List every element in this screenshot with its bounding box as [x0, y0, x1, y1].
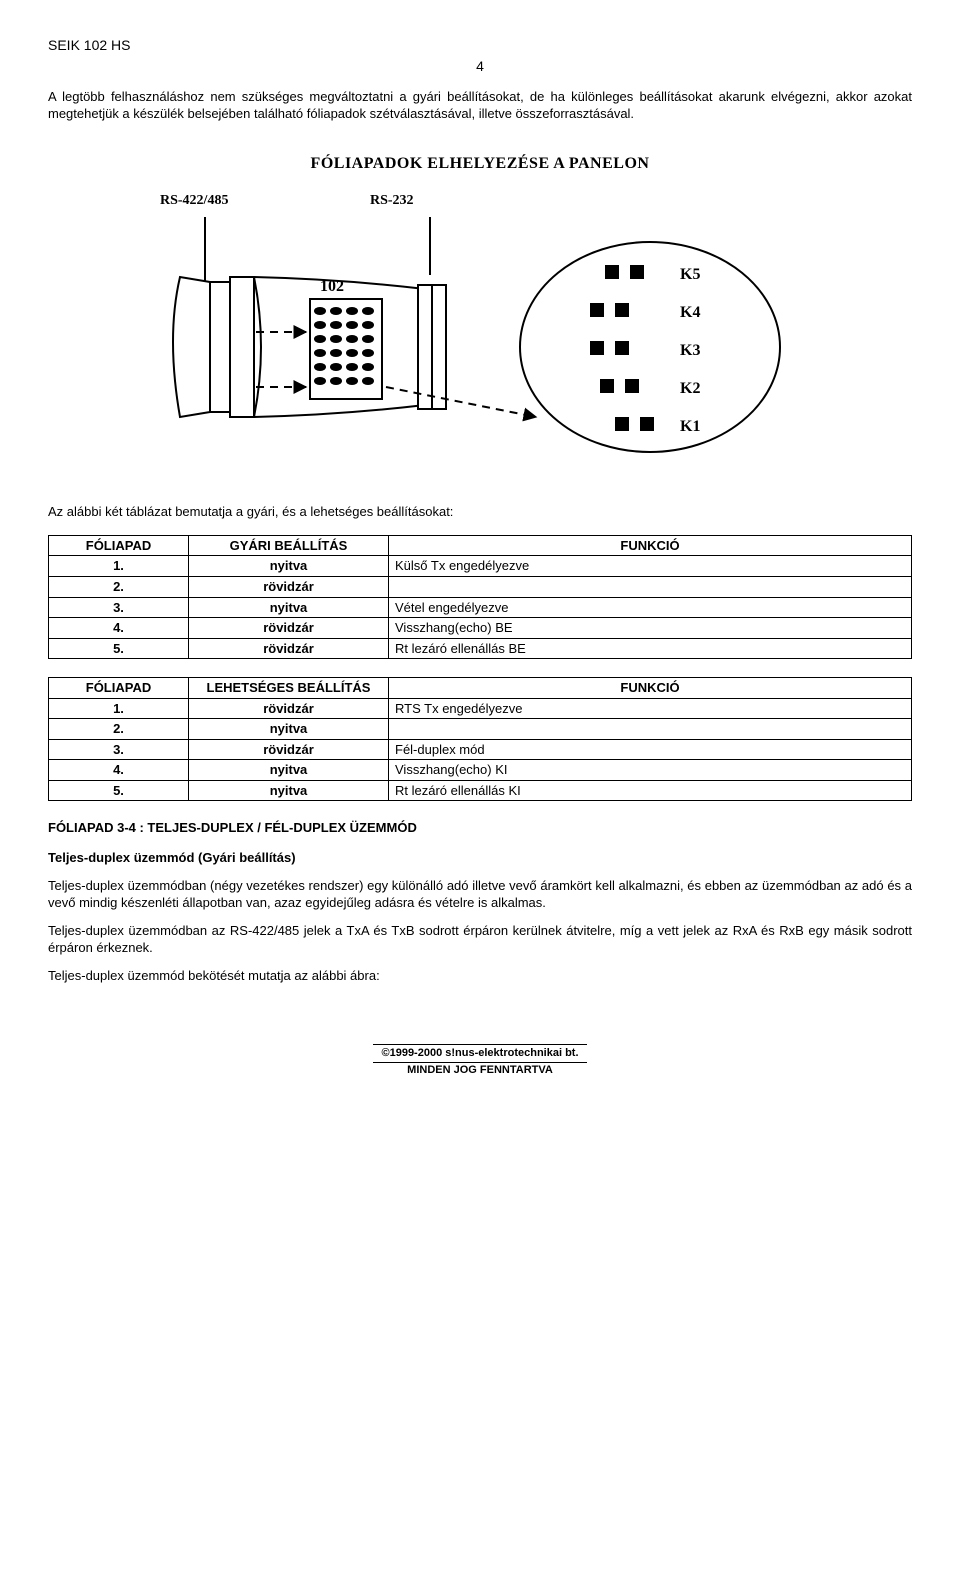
table-row: 1.nyitvaKülső Tx engedélyezve: [49, 556, 912, 577]
t2-h0: FÓLIAPAD: [49, 678, 189, 699]
mode-heading: FÓLIAPAD 3-4 : TELJES-DUPLEX / FÉL-DUPLE…: [48, 819, 912, 837]
table-row: 3.nyitvaVétel engedélyezve: [49, 597, 912, 618]
table-row: 2.nyitva: [49, 719, 912, 740]
svg-text:K3: K3: [680, 342, 700, 359]
table-row: 3.rövidzárFél-duplex mód: [49, 739, 912, 760]
intro-paragraph: A legtöbb felhasználáshoz nem szükséges …: [48, 88, 912, 123]
svg-text:K1: K1: [680, 418, 700, 435]
table-factory-settings: FÓLIAPAD GYÁRI BEÁLLÍTÁS FUNKCIÓ 1.nyitv…: [48, 535, 912, 659]
doc-model: SEIK 102 HS: [48, 36, 912, 55]
diagram-label-rs232: RS-232: [370, 192, 800, 211]
t1-h0: FÓLIAPAD: [49, 535, 189, 556]
table-row: 1.rövidzárRTS Tx engedélyezve: [49, 698, 912, 719]
panel-svg: 102 K5 K4 K3 K2 K1: [160, 217, 800, 467]
full-duplex-p2: Teljes-duplex üzemmódban az RS-422/485 j…: [48, 922, 912, 957]
panel-diagram: RS-422/485 RS-232: [160, 192, 800, 467]
footer-rights: MINDEN JOG FENNTARTVA: [407, 1064, 553, 1076]
full-duplex-p3: Teljes-duplex üzemmód bekötését mutatja …: [48, 967, 912, 985]
ic-label: 102: [320, 278, 344, 295]
diagram-label-rs485: RS-422/485: [160, 192, 370, 211]
t2-h1: LEHETSÉGES BEÁLLÍTÁS: [189, 678, 389, 699]
svg-text:K2: K2: [680, 380, 700, 397]
table-row: 5.rövidzárRt lezáró ellenállás BE: [49, 638, 912, 659]
table-row: 2.rövidzár: [49, 577, 912, 598]
diagram-title: FÓLIAPADOK ELHELYEZÉSE A PANELON: [48, 153, 912, 175]
page-number: 4: [48, 57, 912, 76]
t1-h1: GYÁRI BEÁLLÍTÁS: [189, 535, 389, 556]
svg-text:K4: K4: [680, 304, 700, 321]
svg-text:K5: K5: [680, 266, 700, 283]
page-footer: ©1999-2000 s!nus-elektrotechnikai bt. MI…: [48, 1044, 912, 1078]
t2-h2: FUNKCIÓ: [389, 678, 912, 699]
table-row: 4.nyitvaVisszhang(echo) KI: [49, 760, 912, 781]
table-row: 5.nyitvaRt lezáró ellenállás KI: [49, 780, 912, 801]
table-row: 4.rövidzárVisszhang(echo) BE: [49, 618, 912, 639]
t1-h2: FUNKCIÓ: [389, 535, 912, 556]
table-intro: Az alábbi két táblázat bemutatja a gyári…: [48, 503, 912, 521]
ic-block: 102: [310, 278, 382, 399]
full-duplex-heading: Teljes-duplex üzemmód (Gyári beállítás): [48, 849, 912, 867]
footer-copyright: ©1999-2000 s!nus-elektrotechnikai bt.: [373, 1044, 586, 1063]
table-possible-settings: FÓLIAPAD LEHETSÉGES BEÁLLÍTÁS FUNKCIÓ 1.…: [48, 677, 912, 801]
full-duplex-p1: Teljes-duplex üzemmódban (négy vezetékes…: [48, 877, 912, 912]
